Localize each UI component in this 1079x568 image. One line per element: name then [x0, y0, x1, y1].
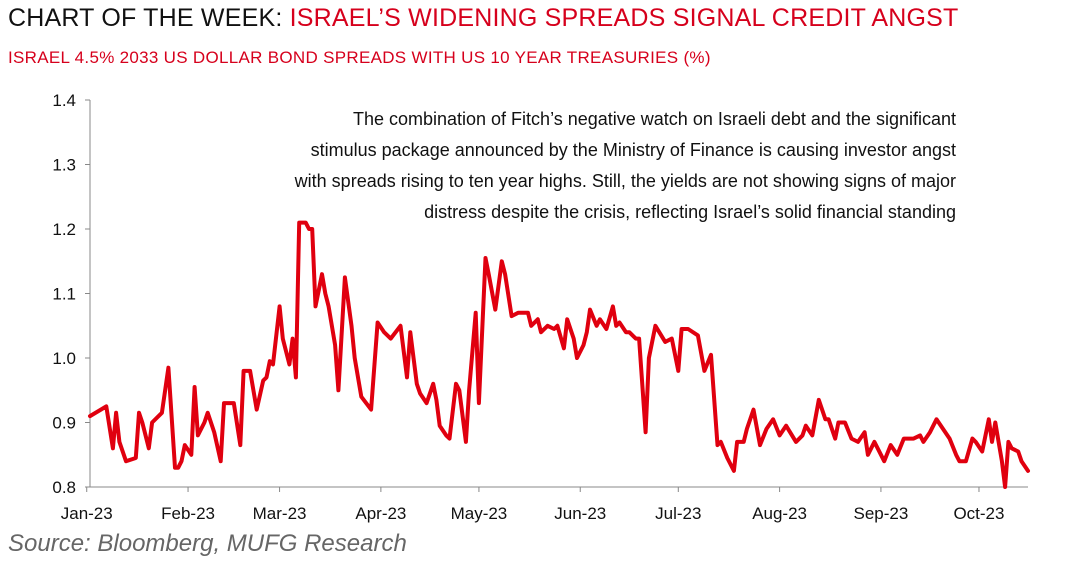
source-note: Source: Bloomberg, MUFG Research	[8, 530, 407, 557]
x-tick-label: Aug-23	[752, 504, 807, 523]
y-tick-label: 1.1	[52, 285, 76, 304]
x-tick-label: Jun-23	[554, 504, 606, 523]
x-tick-label: Apr-23	[355, 504, 406, 523]
x-tick-label: Sep-23	[854, 504, 909, 523]
chart-title-highlight: ISRAEL’S WIDENING SPREADS SIGNAL CREDIT …	[289, 4, 959, 32]
y-tick-label: 0.9	[52, 414, 76, 433]
x-tick-label: Jan-23	[61, 504, 113, 523]
x-tick-label: Oct-23	[953, 504, 1004, 523]
chart-annotation: The combination of Fitch’s negative watc…	[294, 109, 956, 222]
y-tick-label: 1.2	[52, 220, 76, 239]
y-tick-label: 1.4	[52, 91, 76, 110]
chart-series	[88, 220, 1030, 489]
spread-series-line-0	[88, 220, 1030, 489]
x-axis-ticks: Jan-23 Feb-23 Mar-23 Apr-23 May-23 Jun-23 Jul-…	[61, 487, 1004, 523]
y-tick-label: 1.0	[52, 349, 76, 368]
x-tick-label: Mar-23	[253, 504, 307, 523]
chart-title-lead: CHART OF THE WEEK:	[8, 4, 290, 32]
y-tick-label: 0.8	[52, 478, 76, 497]
y-tick-label: 1.3	[52, 156, 76, 175]
x-tick-label: Feb-23	[161, 504, 215, 523]
chart-title: CHART OF THE WEEK: ISRAEL’S WIDENING SPR…	[8, 4, 959, 33]
x-tick-label: Jul-23	[655, 504, 701, 523]
chart-subtitle: ISRAEL 4.5% 2033 US DOLLAR BOND SPREADS …	[8, 48, 711, 67]
y-axis-ticks: 0.8 0.9 1.0 1.1 1.2 1.3 1.4	[52, 91, 90, 497]
x-tick-label: May-23	[451, 504, 508, 523]
